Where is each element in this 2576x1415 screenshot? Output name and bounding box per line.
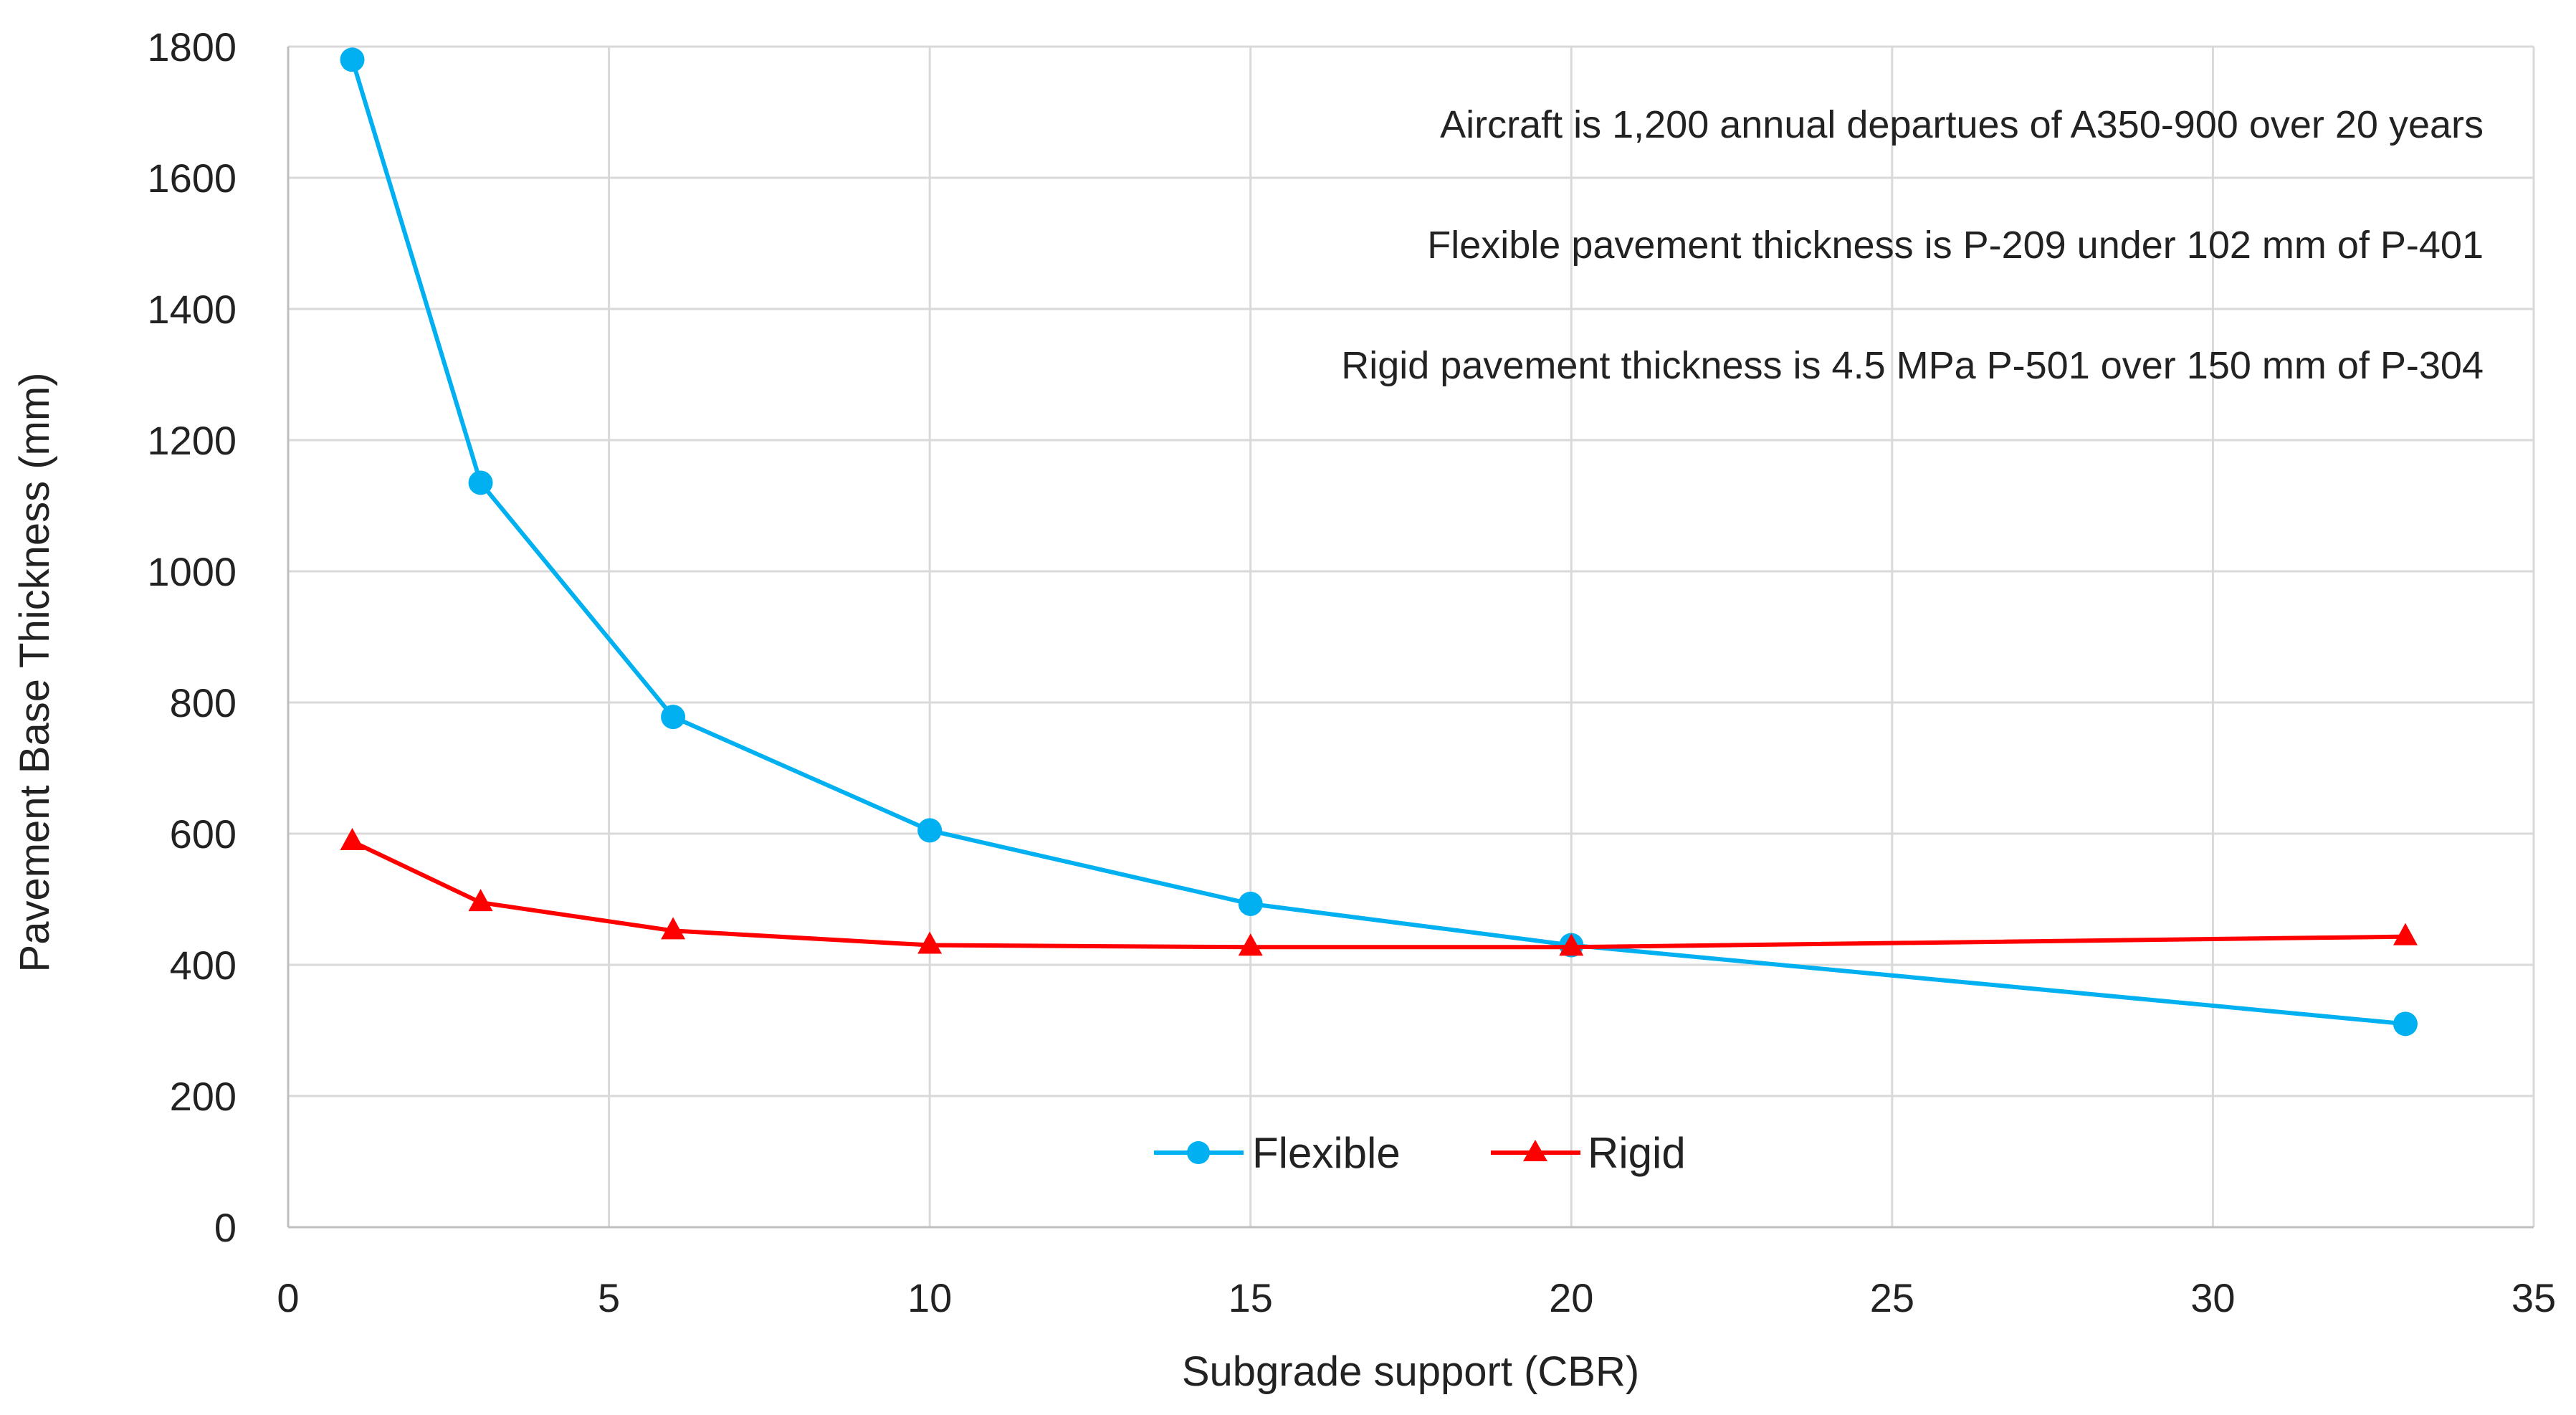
series-rigid-point [1559, 933, 1584, 956]
x-tick-label: 25 [1870, 1275, 1914, 1320]
legend-rigid-label: Rigid [1588, 1129, 1686, 1177]
grid-layer [288, 45, 2535, 1227]
series-flexible-point [468, 470, 493, 495]
series-flexible-point [661, 705, 686, 730]
y-tick-label: 1400 [147, 287, 237, 332]
series-rigid-point [917, 931, 943, 954]
annotation-flexible: Flexible pavement thickness is P-209 und… [1427, 224, 2484, 267]
y-tick-label: 600 [170, 811, 237, 857]
y-tick-label: 1800 [147, 24, 237, 70]
series-rigid-point [1238, 933, 1263, 956]
annotation-rigid: Rigid pavement thickness is 4.5 MPa P-50… [1341, 344, 2484, 387]
y-tick-label: 1600 [147, 156, 237, 201]
x-tick-label: 5 [598, 1275, 620, 1320]
y-tick-label: 800 [170, 680, 237, 725]
x-tick-label: 30 [2190, 1275, 2235, 1320]
series-flexible-point [340, 47, 365, 72]
legend: Flexible Rigid [1154, 1129, 1686, 1177]
series-rigid-point [468, 889, 493, 912]
x-tick-label: 10 [907, 1275, 952, 1320]
annotation-block: Aircraft is 1,200 annual departues of A3… [1341, 103, 2484, 387]
legend-flexible-label: Flexible [1252, 1129, 1401, 1177]
annotation-aircraft: Aircraft is 1,200 annual departues of A3… [1440, 103, 2484, 146]
y-tick-label: 200 [170, 1074, 237, 1119]
tick-labels: 0 200 400 600 800 1000 1200 1400 1600 1800 0 5 10 15 2… [147, 24, 2556, 1320]
y-tick-label: 1000 [147, 549, 237, 594]
series-rigid-point [661, 917, 686, 940]
series-rigid-point [2393, 923, 2418, 945]
axis-layer [287, 47, 2534, 1229]
series-rigid [340, 827, 2418, 956]
series-layer [340, 47, 2418, 1037]
series-flexible-point [2393, 1011, 2418, 1037]
legend-flexible-marker [1187, 1141, 1210, 1164]
x-axis-title: Subgrade support (CBR) [1182, 1348, 1639, 1395]
series-flexible-point [917, 818, 943, 843]
series-flexible-point [1238, 891, 1263, 916]
legend-rigid-marker [1523, 1140, 1547, 1161]
x-tick-label: 35 [2511, 1275, 2556, 1320]
x-tick-label: 15 [1229, 1275, 1273, 1320]
x-tick-label: 0 [277, 1275, 299, 1320]
y-axis-title: Pavement Base Thickness (mm) [11, 373, 58, 973]
y-tick-label: 0 [214, 1205, 237, 1250]
y-tick-label: 400 [170, 943, 237, 988]
x-tick-label: 20 [1549, 1275, 1593, 1320]
series-rigid-point [340, 827, 365, 850]
y-tick-label: 1200 [147, 418, 237, 463]
